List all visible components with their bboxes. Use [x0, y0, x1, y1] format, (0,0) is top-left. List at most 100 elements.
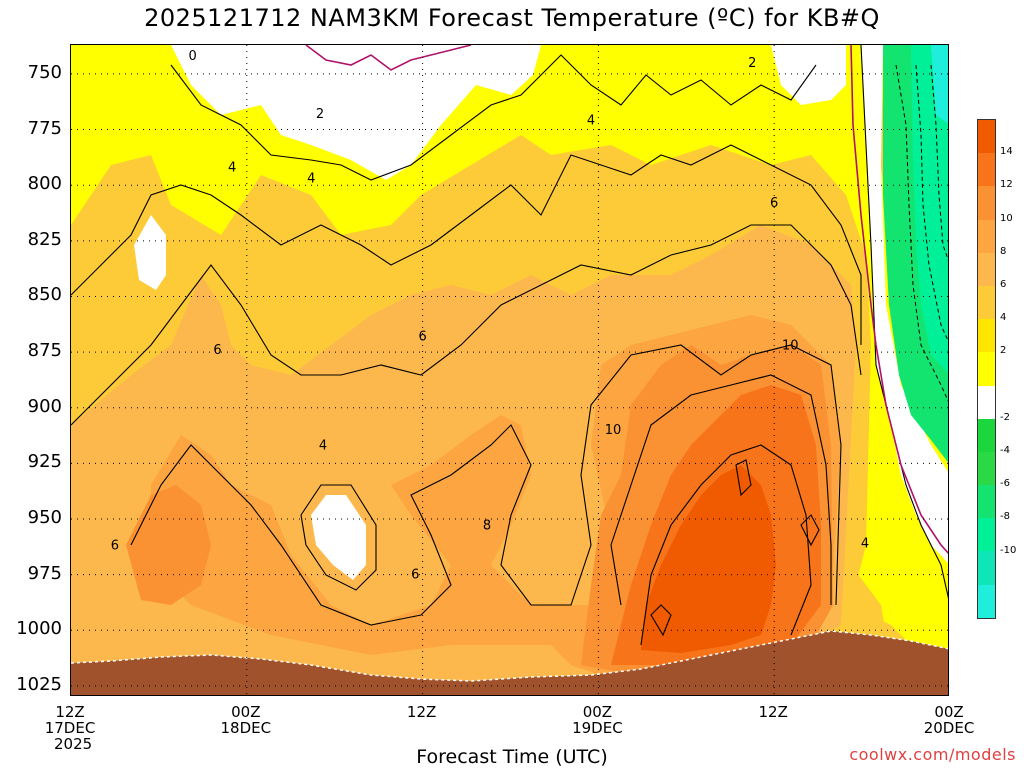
contour-10: [610, 374, 832, 606]
terrain-edge: [71, 630, 948, 682]
colorbar-bin: [978, 319, 995, 353]
contour-label: 4: [228, 160, 236, 175]
colorbar-bin: [978, 120, 995, 154]
colorbar-label: -8: [1000, 511, 1010, 523]
fill-warm-core: [641, 465, 776, 653]
colorbar-label: 4: [1000, 312, 1007, 324]
colorbar-label: 6: [1000, 279, 1007, 290]
credit-link[interactable]: coolwx.com/models: [849, 745, 1016, 764]
contour-label: 0: [188, 49, 196, 64]
x-tick-line: 12Z: [55, 703, 85, 721]
x-tick-label: 12Z 17DEC 2025: [30, 704, 110, 752]
x-tick-label: 00Z 19DEC: [557, 704, 637, 736]
y-tick-label: 750: [27, 61, 62, 83]
contour-label: 2: [316, 107, 324, 122]
contour-label: 4: [319, 439, 327, 454]
contour-6: [71, 224, 862, 426]
contour-neg-1: [895, 64, 948, 402]
y-tick-label: 850: [27, 284, 62, 306]
y-tick-label: 825: [27, 228, 62, 250]
colorbar-bin: [978, 418, 995, 452]
x-tick-line: 2025: [54, 735, 93, 753]
contour-4-pocket: [300, 484, 377, 591]
plot-area: 0 2 2 4 4 4 6 6 6 10 10 4 8 6 4 6: [70, 44, 949, 696]
contour-small-3: [735, 459, 752, 497]
contour-label: 4: [307, 172, 315, 187]
y-tick-label: 900: [27, 395, 62, 417]
colorbar-bin: [978, 584, 995, 618]
x-tick-label: 00Z 20DEC: [909, 704, 989, 736]
contour-label: 6: [418, 330, 426, 345]
temperature-cross-section: 0 2 2 4 4 4 6 6 6 10 10 4 8 6 4 6: [71, 45, 948, 695]
contour-2-top: [170, 54, 817, 181]
colorbar-bin: [978, 518, 995, 552]
fill-white-left: [134, 215, 166, 290]
fill-left-pocket: [126, 485, 211, 605]
fill-aqua: [931, 45, 948, 124]
colorbar-bin: [978, 352, 995, 386]
fill-white-right: [861, 45, 948, 563]
contour-label: 6: [411, 568, 419, 583]
contour-4-top: [71, 144, 862, 345]
colorbar-bin: [978, 186, 995, 220]
colorbar-label: 2: [1000, 345, 1007, 357]
x-tick-line: 12Z: [406, 703, 437, 721]
contour-label: 10: [605, 423, 622, 438]
contour-label: 4: [861, 536, 869, 551]
fill-green-light: [911, 45, 948, 373]
contour-label: 6: [111, 539, 119, 554]
colorbar-bin: [978, 451, 995, 486]
y-tick-label: 975: [27, 562, 62, 584]
colorbar-label: 8: [1000, 245, 1007, 257]
colorbar-bin: [978, 385, 995, 419]
y-tick-label: 1025: [16, 673, 62, 695]
x-tick-line: 12Z: [758, 703, 788, 721]
x-tick-label: 00Z 18DEC: [206, 704, 286, 736]
contour-12: [640, 444, 812, 646]
x-tick-label: 12Z: [733, 704, 813, 720]
colorbar-label: -10: [1000, 544, 1017, 556]
contour-neg-2: [915, 64, 948, 342]
terrain: [71, 631, 948, 695]
x-tick-line: 00Z: [231, 703, 261, 721]
x-tick-line: 20DEC: [923, 719, 975, 737]
y-tick-label: 800: [27, 173, 62, 195]
x-tick-line: 18DEC: [220, 719, 272, 737]
x-tick-line: 19DEC: [572, 719, 623, 737]
chart-title: 2025121712 NAM3KM Forecast Temperature (…: [144, 4, 880, 32]
colorbar-label: 14: [1000, 146, 1013, 158]
contour-label: 10: [782, 338, 799, 353]
y-tick-label: 775: [27, 117, 62, 139]
colorbar-bin: [978, 153, 995, 187]
colorbar-bin: [978, 219, 995, 253]
colorbar-bin: [978, 252, 995, 286]
x-axis-label: Forecast Time (UTC): [416, 746, 608, 768]
x-tick-label: 12Z: [382, 704, 462, 720]
contour-small-1: [650, 604, 672, 637]
colorbar-bin: [978, 485, 995, 519]
contour-small-2: [800, 514, 820, 547]
colorbar: [977, 119, 996, 619]
colorbar-label: 12: [1000, 179, 1013, 191]
y-tick-label: 1000: [16, 618, 62, 640]
contour-label: 4: [587, 114, 595, 129]
contour-label: 6: [213, 343, 221, 358]
contour-label: 6: [770, 196, 778, 211]
x-tick-line: 00Z: [582, 703, 613, 721]
contour-label: 8: [483, 519, 491, 534]
y-tick-label: 875: [27, 340, 62, 362]
colorbar-bin: [978, 551, 995, 585]
y-tick-label: 925: [27, 451, 62, 473]
contour-8: [130, 344, 842, 626]
colorbar-bin: [978, 285, 995, 320]
colorbar-label: 10: [1000, 212, 1013, 224]
fill-white-top: [171, 45, 541, 180]
contour-0-right: [850, 45, 948, 554]
contour-label: 2: [748, 56, 756, 71]
colorbar-label: -6: [1000, 478, 1010, 490]
x-tick-line: 17DEC: [44, 719, 96, 737]
colorbar-label: -4: [1000, 445, 1010, 456]
colorbar-label: -2: [1000, 411, 1010, 423]
x-tick-line: 00Z: [934, 703, 964, 721]
contour-0-top: [305, 45, 472, 71]
